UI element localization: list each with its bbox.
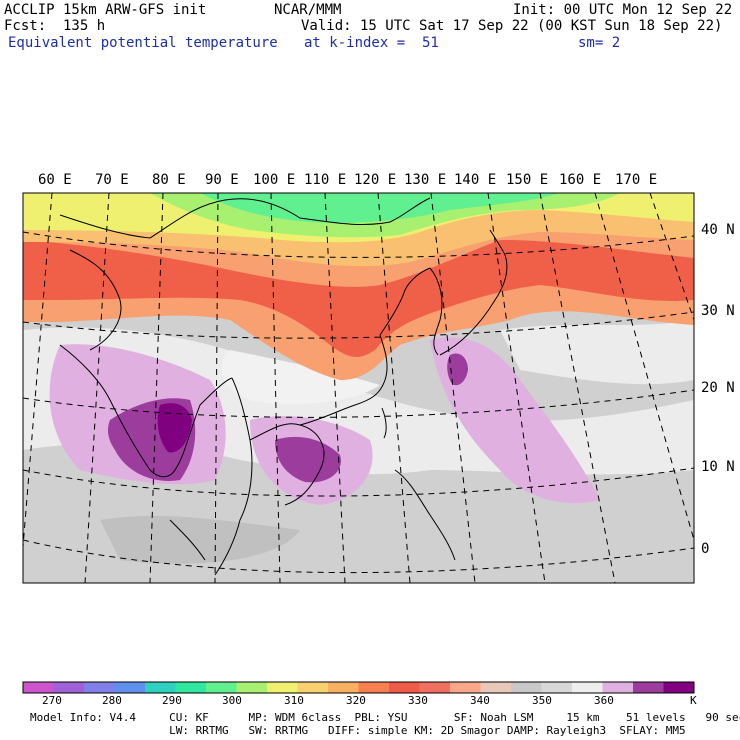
colorbar-swatch bbox=[145, 682, 176, 693]
colorbar-swatch bbox=[541, 682, 573, 693]
field-purple-core-bay bbox=[157, 403, 192, 453]
field-purple-dark-indochina bbox=[275, 436, 341, 483]
lat-line-20n bbox=[23, 389, 694, 418]
valid-time: Valid: 15 UTC Sat 17 Sep 22 (00 KST Sun … bbox=[301, 18, 723, 34]
colorbar-label-340: 340 bbox=[470, 694, 490, 707]
colorbar-label-300: 300 bbox=[222, 694, 242, 707]
coast-taiwan bbox=[381, 407, 387, 439]
colorbar-label-330: 330 bbox=[408, 694, 428, 707]
colorbar-swatch bbox=[450, 682, 481, 693]
field-light-gray-east bbox=[500, 320, 694, 385]
colorbar-label-360: 360 bbox=[594, 694, 614, 707]
colorbar-swatch bbox=[511, 682, 542, 693]
lon-label-110e: 110 E bbox=[304, 172, 347, 188]
center-name: NCAR/MMM bbox=[274, 2, 342, 18]
colorbar-label-350: 350 bbox=[532, 694, 552, 707]
lon-label-100e: 100 E bbox=[253, 172, 296, 188]
colorbar-frame bbox=[22, 681, 695, 694]
longitude-lines bbox=[23, 193, 694, 583]
colorbar bbox=[22, 681, 695, 694]
field-warm-core bbox=[23, 240, 694, 357]
colorbar-swatch bbox=[297, 682, 329, 693]
lat-line-10n bbox=[23, 467, 694, 497]
colorbar-label-290: 290 bbox=[162, 694, 182, 707]
field-purple-dark-typhoon bbox=[447, 353, 468, 386]
colorbar-label-320: 320 bbox=[346, 694, 366, 707]
coast-indochina bbox=[249, 423, 325, 506]
field-name: Equivalent potential temperature bbox=[8, 35, 278, 51]
lon-label-90e: 90 E bbox=[205, 172, 239, 188]
coast-korea bbox=[429, 267, 443, 356]
init-time: Init: 00 UTC Mon 12 Sep 22 bbox=[513, 2, 733, 18]
field-gray-south bbox=[100, 515, 300, 564]
model-info-line1: Model Info: V4.4 CU: KF MP: WDM 6class P… bbox=[30, 711, 740, 724]
lon-label-80e: 80 E bbox=[152, 172, 186, 188]
colorbar-swatch bbox=[114, 682, 146, 693]
lon-line-170e bbox=[649, 193, 694, 321]
lon-label-70e: 70 E bbox=[95, 172, 129, 188]
coast-east-china bbox=[379, 267, 431, 336]
coastlines bbox=[59, 197, 508, 576]
colorbar-swatch bbox=[328, 682, 359, 693]
lat-line-0 bbox=[23, 539, 694, 574]
lon-label-140e: 140 E bbox=[454, 172, 497, 188]
coast-india bbox=[59, 344, 233, 478]
level-label: at k-index = 51 bbox=[304, 35, 439, 51]
map-field bbox=[23, 193, 694, 583]
field-purple-light-pacific bbox=[430, 337, 600, 504]
colorbar-label-280: 280 bbox=[102, 694, 122, 707]
smoothing-label: sm= 2 bbox=[578, 35, 621, 51]
lat-line-30n bbox=[23, 311, 694, 339]
colorbar-swatch bbox=[236, 682, 268, 693]
colorbar-swatch bbox=[358, 682, 390, 693]
lat-line-40n bbox=[23, 231, 694, 258]
coast-myanmar bbox=[214, 377, 253, 576]
lon-label-130e: 130 E bbox=[404, 172, 447, 188]
field-white-china bbox=[221, 350, 380, 405]
colorbar-swatch bbox=[572, 682, 603, 693]
forecast-hour: Fcst: 135 h bbox=[4, 18, 106, 34]
colorbar-swatch bbox=[480, 682, 512, 693]
colorbar-swatch bbox=[663, 682, 695, 693]
model-title: ACCLIP 15km ARW-GFS init bbox=[4, 2, 207, 18]
latitude-lines bbox=[23, 231, 694, 574]
lon-line-160e bbox=[594, 193, 694, 541]
lon-label-160e: 160 E bbox=[559, 172, 602, 188]
lon-label-60e: 60 E bbox=[38, 172, 72, 188]
colorbar-unit: K bbox=[690, 694, 697, 707]
field-cool-green bbox=[200, 193, 560, 223]
colorbar-swatch bbox=[419, 682, 451, 693]
colorbar-swatch bbox=[206, 682, 237, 693]
colorbar-swatch bbox=[23, 682, 54, 693]
border-west bbox=[69, 249, 122, 351]
lon-label-150e: 150 E bbox=[506, 172, 549, 188]
colorbar-swatch bbox=[602, 682, 634, 693]
colorbar-label-310: 310 bbox=[284, 694, 304, 707]
model-info-line2: LW: RRTMG SW: RRTMG DIFF: simple KM: 2D … bbox=[30, 724, 686, 737]
lat-label-10n: 10 N bbox=[701, 459, 735, 475]
colorbar-swatch bbox=[267, 682, 298, 693]
lat-label-40n: 40 N bbox=[701, 222, 735, 238]
colorbar-swatch bbox=[389, 682, 420, 693]
lat-label-0: 0 bbox=[701, 541, 710, 557]
coast-japan bbox=[439, 229, 508, 356]
lat-label-20n: 20 N bbox=[701, 380, 735, 396]
lat-label-30n: 30 N bbox=[701, 303, 735, 319]
colorbar-swatch bbox=[633, 682, 664, 693]
border-mongolia bbox=[59, 197, 431, 239]
field-orange bbox=[23, 208, 694, 267]
lon-line-150e bbox=[539, 193, 616, 583]
lon-label-170e: 170 E bbox=[615, 172, 658, 188]
map-frame bbox=[22, 192, 695, 584]
coast-sri-lanka bbox=[169, 519, 206, 561]
colorbar-swatch bbox=[175, 682, 207, 693]
coast-philippines bbox=[394, 469, 456, 561]
colorbar-swatch bbox=[53, 682, 85, 693]
colorbar-label-270: 270 bbox=[42, 694, 62, 707]
coast-south-china bbox=[299, 334, 388, 426]
lon-label-120e: 120 E bbox=[354, 172, 397, 188]
colorbar-swatch bbox=[84, 682, 115, 693]
